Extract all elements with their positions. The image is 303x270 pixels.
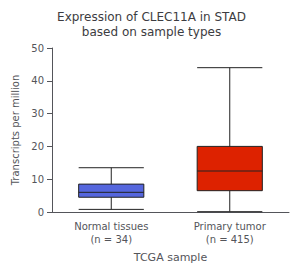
svg-text:(n = 415): (n = 415): [206, 234, 254, 245]
svg-text:50: 50: [31, 43, 44, 54]
svg-text:0: 0: [38, 207, 44, 218]
svg-text:Normal tissues: Normal tissues: [74, 221, 148, 232]
svg-text:(n = 34): (n = 34): [90, 234, 132, 245]
svg-text:based on sample types: based on sample types: [82, 25, 221, 39]
svg-text:Primary tumor: Primary tumor: [194, 221, 267, 232]
svg-text:10: 10: [31, 174, 44, 185]
svg-text:Transcripts per million: Transcripts per million: [10, 75, 21, 187]
svg-text:TCGA sample: TCGA sample: [133, 251, 208, 264]
svg-text:40: 40: [31, 75, 44, 86]
svg-text:Expression of CLEC11A in STAD: Expression of CLEC11A in STAD: [57, 10, 246, 24]
svg-text:30: 30: [31, 108, 44, 119]
svg-text:20: 20: [31, 141, 44, 152]
